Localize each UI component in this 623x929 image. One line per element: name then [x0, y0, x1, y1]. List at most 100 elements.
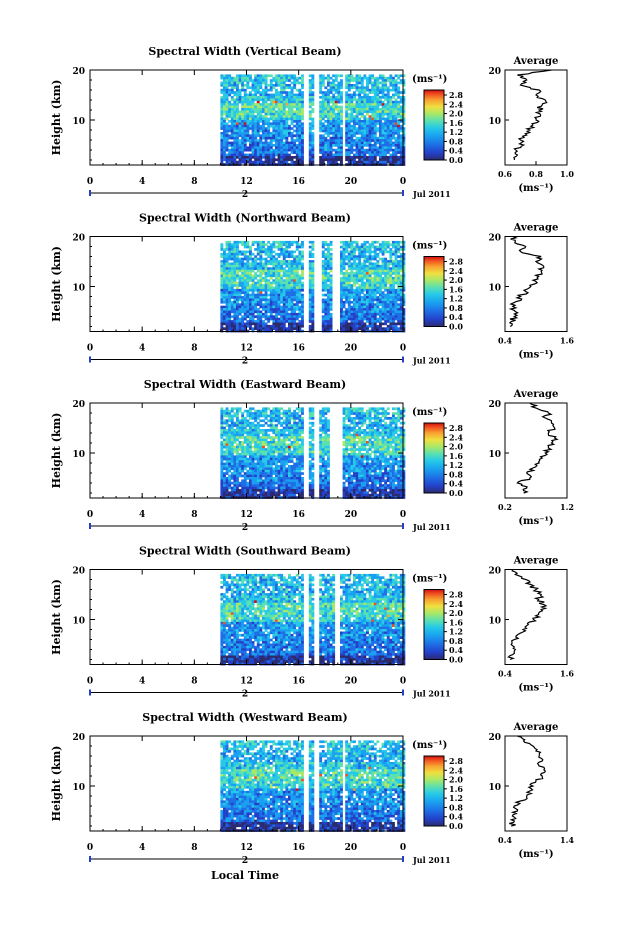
heatmap-cell	[394, 139, 398, 142]
heatmap-cell	[358, 257, 362, 261]
heatmap-cell	[384, 86, 388, 90]
heatmap-cell	[321, 274, 325, 278]
date-label: Jul 2011	[412, 356, 451, 366]
heatmap-cell	[381, 293, 385, 297]
heatmap-cell	[228, 417, 232, 420]
heatmap-cell	[282, 284, 286, 287]
heatmap-cell	[254, 81, 258, 85]
heatmap-cell	[277, 248, 281, 251]
heatmap-cell	[371, 91, 375, 94]
heatmap-cell	[327, 81, 330, 85]
heatmap-cell	[225, 465, 229, 468]
heatmap-cell	[285, 96, 289, 99]
heatmap-cell	[280, 148, 284, 152]
heatmap-cell	[230, 146, 234, 150]
heatmap-cell	[347, 103, 351, 106]
heatmap-cell	[220, 260, 224, 263]
heatmap-cell	[366, 286, 369, 290]
heatmap-cell	[243, 486, 247, 490]
heatmap-cell	[350, 267, 354, 270]
heatmap-cell	[358, 124, 362, 128]
heatmap-cell	[246, 465, 250, 468]
heatmap-cell	[386, 276, 390, 280]
heatmap-cell	[230, 327, 234, 330]
heatmap-cell	[353, 103, 356, 106]
heatmap-cell	[295, 288, 299, 292]
heatmap-cell	[249, 272, 252, 275]
heatmap-cell	[324, 276, 328, 280]
heatmap-cell	[384, 303, 388, 306]
heatmap-cell	[345, 284, 349, 287]
heatmap-cell	[381, 291, 385, 294]
heatmap-cell	[394, 124, 398, 128]
heatmap-cell	[397, 269, 401, 273]
heatmap-cell	[241, 303, 245, 306]
heatmap-cell	[233, 151, 237, 154]
heatmap-cell	[345, 84, 349, 87]
heatmap-cell	[233, 115, 237, 118]
heatmap-cell	[371, 243, 375, 246]
heatmap-cell	[288, 291, 291, 294]
heatmap-cell	[327, 93, 330, 97]
heatmap-cell	[295, 257, 299, 261]
heatmap-cell	[282, 110, 286, 114]
heatmap-cell	[389, 148, 393, 152]
heatmap-cell	[236, 324, 239, 328]
heatmap-cell	[301, 134, 304, 138]
heatmap-cell	[386, 105, 390, 109]
heatmap-cell	[262, 124, 265, 128]
heatmap-cell	[321, 286, 325, 290]
heatmap-cell	[340, 279, 343, 282]
heatmap-cell	[264, 298, 268, 302]
heatmap-cell	[347, 296, 351, 299]
heatmap-cell	[251, 436, 255, 439]
heatmap-cell	[301, 281, 304, 285]
heatmap-cell	[355, 317, 359, 321]
heatmap-cell	[280, 110, 284, 114]
heatmap-cell	[243, 481, 247, 485]
heatmap-cell	[230, 134, 234, 138]
heatmap-cell	[262, 88, 265, 92]
heatmap-cell	[285, 308, 289, 311]
heatmap-cell	[238, 129, 242, 133]
heatmap-cell	[386, 267, 390, 270]
heatmap-cell	[353, 315, 356, 318]
heatmap-cell	[223, 260, 226, 263]
heatmap-cell	[311, 276, 315, 280]
heatmap-cell	[329, 288, 333, 292]
heatmap-cell	[355, 156, 359, 159]
heatmap-cell	[397, 240, 401, 244]
heatmap-cell	[311, 308, 315, 311]
heatmap-cell	[332, 158, 336, 162]
heatmap-cell	[402, 243, 406, 246]
heatmap-cell	[298, 284, 302, 287]
heatmap-cell	[295, 151, 299, 154]
heatmap-cell	[288, 245, 291, 249]
heatmap-cell	[319, 148, 323, 152]
heatmap-cell	[399, 91, 403, 94]
heatmap-cell	[290, 139, 294, 142]
heatmap-cell	[311, 86, 315, 90]
heatmap-cell	[277, 129, 281, 133]
heatmap-cell	[280, 310, 284, 314]
heatmap-cell	[308, 139, 312, 142]
heatmap-cell	[233, 462, 237, 466]
heatmap-cell	[389, 136, 393, 140]
heatmap-cell	[384, 308, 388, 311]
heatmap-cell	[298, 124, 302, 128]
heatmap-cell	[293, 298, 297, 302]
heatmap-cell	[259, 310, 263, 314]
heatmap-cell	[392, 100, 395, 104]
heatmap-cell	[363, 74, 367, 78]
heatmap-cell	[353, 86, 356, 90]
heatmap-cell	[345, 93, 349, 97]
heatmap-cell	[384, 81, 388, 85]
heatmap-cell	[392, 134, 395, 138]
heatmap-cell	[288, 132, 291, 135]
heatmap-cell	[233, 491, 237, 495]
heatmap-cell	[275, 96, 278, 99]
heatmap-cell	[340, 96, 343, 99]
heatmap-cell	[366, 81, 369, 85]
heatmap-cell	[280, 322, 284, 326]
heatmap-cell	[399, 160, 403, 164]
